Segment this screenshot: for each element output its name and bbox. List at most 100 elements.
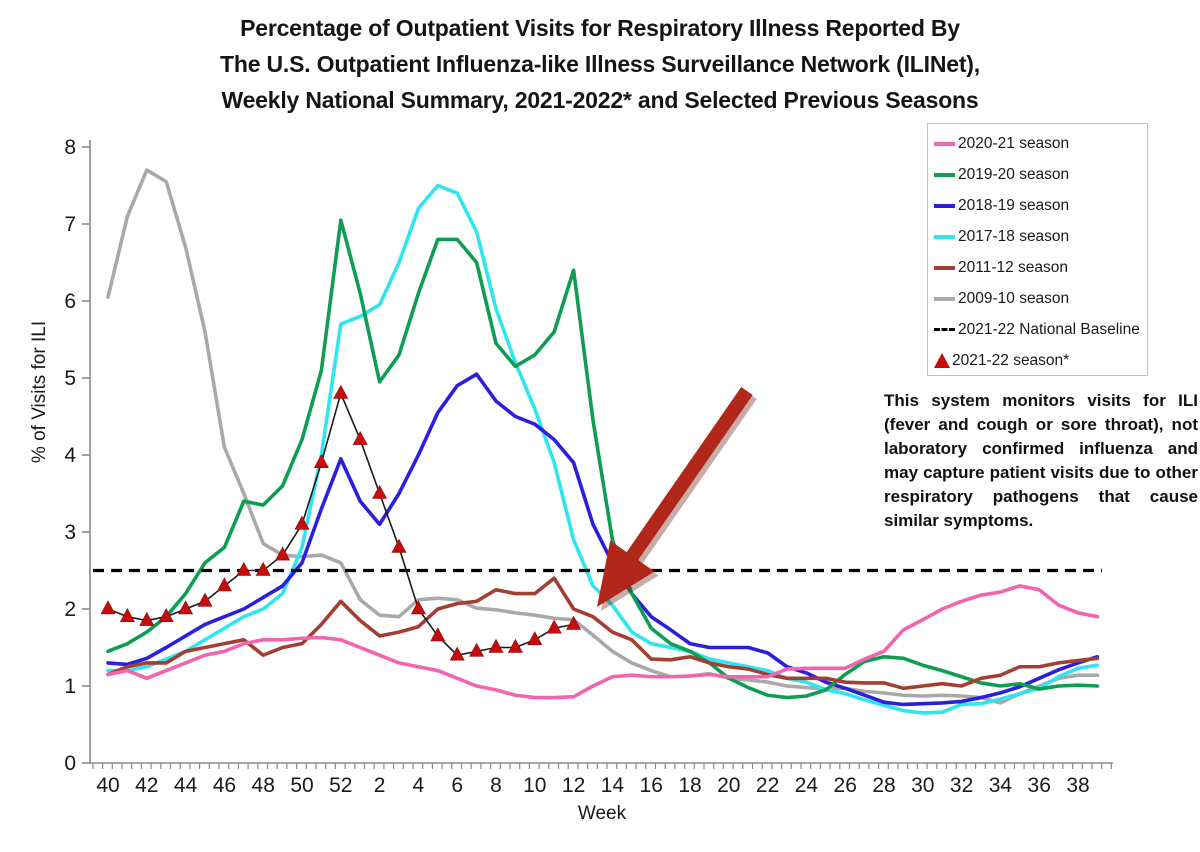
chart-title-line2: The U.S. Outpatient Influenza-like Illne… — [220, 51, 980, 77]
current-season-marker — [216, 577, 232, 592]
y-tick-label: 5 — [64, 367, 76, 390]
y-axis-label: % of Visits for ILI — [29, 320, 50, 464]
current-season-marker — [139, 611, 155, 626]
y-tick-label: 3 — [64, 521, 76, 544]
x-tick-label: 40 — [96, 774, 119, 797]
annotation-arrow — [597, 387, 753, 607]
x-tick-label: 50 — [290, 774, 313, 797]
current-season-marker — [391, 538, 407, 553]
x-tick-label: 4 — [413, 774, 425, 797]
current-season-marker — [197, 592, 213, 607]
legend-dashed-swatch — [934, 328, 955, 331]
current-season-marker — [100, 600, 116, 615]
current-season-marker — [255, 561, 271, 576]
legend-item: 2011-12 season — [934, 252, 1147, 283]
x-tick-label: 10 — [523, 774, 546, 797]
legend-label: 2021-22 National Baseline — [958, 320, 1140, 338]
legend-item: 2021-22 National Baseline — [934, 314, 1147, 345]
series-line-2011-12-season — [106, 576, 1100, 691]
legend-label: 2021-22 season* — [952, 351, 1070, 369]
legend-line-swatch — [934, 265, 955, 270]
legend-line-swatch — [934, 172, 955, 177]
current-season-marker — [449, 646, 465, 661]
x-tick-label: 8 — [490, 774, 502, 797]
chart-legend: 2020-21 season 2019-20 season 2018-19 seas… — [927, 123, 1148, 376]
legend-label: 2011-12 season — [958, 258, 1069, 276]
current-season-marker — [566, 615, 582, 630]
legend-label: 2017-18 season — [958, 227, 1070, 245]
legend-item: 2018-19 season — [934, 190, 1147, 221]
legend-item: 2017-18 season — [934, 221, 1147, 252]
current-season-marker — [527, 631, 543, 646]
x-tick-label: 30 — [911, 774, 934, 797]
legend-item: 2021-22 season* — [934, 345, 1147, 376]
series-line-2020-21-season — [106, 584, 1100, 700]
ili-definition-note: This system monitors visits for ILI (fev… — [884, 391, 1198, 530]
x-tick-label: 32 — [950, 774, 973, 797]
x-tick-label: 48 — [252, 774, 275, 797]
chart-title-line1: Percentage of Outpatient Visits for Resp… — [240, 15, 960, 41]
legend-line-swatch — [934, 141, 955, 146]
legend-line-swatch — [934, 203, 955, 208]
x-tick-label: 34 — [989, 774, 1013, 797]
x-axis-label: Week — [577, 803, 627, 824]
current-season-marker — [119, 608, 135, 622]
x-tick-label: 20 — [717, 774, 740, 797]
x-tick-label: 42 — [135, 774, 158, 797]
x-tick-label: 12 — [562, 774, 585, 797]
y-tick-label: 0 — [64, 752, 76, 775]
legend-triangle-swatch — [934, 353, 950, 368]
legend-line-swatch — [934, 296, 955, 301]
legend-item: 2009-10 season — [934, 283, 1147, 314]
x-tick-label: 22 — [756, 774, 779, 797]
x-tick-label: 6 — [451, 774, 463, 797]
x-tick-label: 18 — [678, 774, 701, 797]
current-season-marker — [372, 484, 388, 499]
x-tick-label: 46 — [213, 774, 236, 797]
current-season-marker — [158, 608, 174, 622]
y-tick-label: 7 — [64, 213, 76, 236]
y-tick-label: 1 — [64, 675, 76, 698]
y-tick-label: 2 — [64, 598, 76, 621]
current-season-marker — [352, 430, 368, 445]
x-tick-label: 14 — [601, 774, 625, 797]
x-tick-label: 44 — [174, 774, 198, 797]
legend-line-swatch — [934, 234, 955, 239]
current-season-connector-line — [107, 390, 574, 657]
series-line-2018-19-season — [106, 372, 1100, 707]
x-tick-label: 26 — [834, 774, 857, 797]
legend-label: 2018-19 season — [958, 196, 1070, 214]
y-tick-label: 8 — [64, 136, 76, 159]
current-season-marker — [178, 600, 194, 615]
y-tick-label: 4 — [64, 444, 76, 467]
current-season-marker — [430, 627, 446, 642]
x-tick-label: 38 — [1066, 774, 1089, 797]
current-season-marker — [488, 638, 504, 653]
current-season-marker — [236, 561, 252, 576]
current-season-marker — [507, 638, 523, 653]
x-tick-label: 28 — [872, 774, 895, 797]
series-line-2019-20-season — [106, 218, 1100, 700]
current-season-marker — [313, 454, 329, 468]
current-season-marker — [333, 384, 349, 399]
legend-item: 2020-21 season — [934, 128, 1147, 159]
current-season-marker — [546, 619, 562, 634]
current-season-marker — [410, 600, 426, 615]
legend-label: 2009-10 season — [958, 289, 1070, 307]
x-tick-label: 16 — [640, 774, 663, 797]
current-season-marker — [469, 642, 485, 657]
chart-title-line3: Weekly National Summary, 2021-2022* and … — [221, 87, 979, 113]
legend-label: 2019-20 season — [958, 165, 1070, 183]
x-tick-label: 36 — [1028, 774, 1051, 797]
current-season-marker — [294, 515, 310, 530]
y-tick-label: 6 — [64, 290, 76, 313]
current-season-marker — [275, 546, 291, 561]
chart-title: Percentage of Outpatient Visits for Resp… — [0, 10, 1200, 118]
legend-item: 2019-20 season — [934, 159, 1147, 190]
series-line-2009-10-season — [106, 168, 1100, 705]
x-tick-label: 24 — [795, 774, 819, 797]
legend-label: 2020-21 season — [958, 134, 1070, 152]
x-tick-label: 52 — [329, 774, 352, 797]
x-tick-label: 2 — [374, 774, 386, 797]
